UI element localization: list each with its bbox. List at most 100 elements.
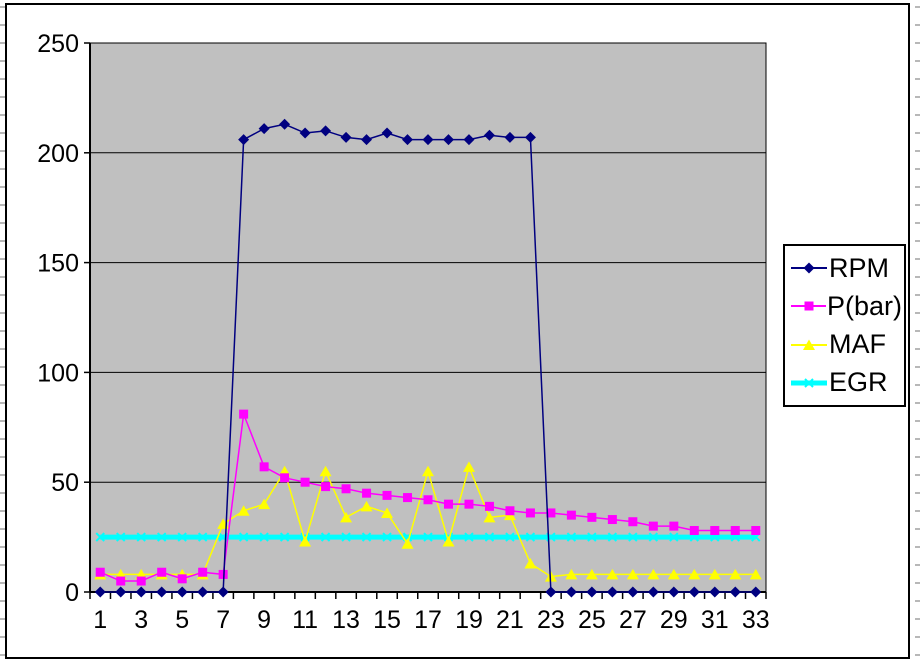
- y-axis-label: 250: [37, 30, 79, 58]
- maf-marker: [422, 465, 434, 477]
- pbar-marker: [751, 526, 761, 536]
- x-axis-label: 19: [455, 606, 483, 634]
- rpm-marker: [135, 586, 147, 598]
- maf-marker: [606, 568, 619, 580]
- x-axis-label: 27: [619, 606, 647, 634]
- rpm-marker: [729, 586, 741, 598]
- x-axis-label: 9: [257, 606, 271, 634]
- maf-marker: [749, 568, 762, 580]
- egr-marker: [484, 532, 495, 542]
- pbar-marker: [239, 409, 249, 419]
- rpm-marker: [647, 586, 659, 598]
- egr-marker: [177, 532, 187, 542]
- rpm-marker: [197, 586, 209, 598]
- legend-item-rpm[interactable]: RPM: [790, 252, 902, 283]
- pbar-marker: [362, 488, 372, 498]
- x-axis-label: 29: [660, 606, 688, 634]
- egr-marker: [525, 532, 536, 542]
- pbar-marker: [669, 521, 679, 531]
- pbar-marker: [730, 526, 740, 536]
- legend-item-pbar[interactable]: P(bar): [790, 290, 902, 321]
- rpm-marker: [504, 131, 516, 143]
- legend-label-egr: EGR: [829, 367, 888, 398]
- maf-marker: [667, 568, 680, 580]
- pbar-marker: [259, 462, 269, 472]
- rpm-legend-icon: [791, 262, 827, 274]
- legend-marker: [803, 262, 815, 274]
- rpm-marker: [565, 586, 577, 598]
- rpm-marker: [545, 586, 557, 598]
- rpm-marker: [668, 586, 680, 598]
- rpm-marker: [94, 586, 106, 598]
- pbar-marker: [423, 495, 433, 505]
- chart-legend[interactable]: RPM P(bar) MAF EGR: [783, 244, 906, 407]
- pbar-legend-icon: [791, 301, 826, 311]
- egr-marker: [607, 532, 618, 542]
- rpm-marker: [442, 134, 454, 146]
- x-axis-label: 15: [373, 606, 401, 634]
- egr-marker: [238, 532, 249, 542]
- x-axis-label: 17: [414, 606, 442, 634]
- rpm-marker: [463, 134, 475, 146]
- pbar-marker: [198, 567, 208, 577]
- maf-legend-icon: [791, 339, 827, 350]
- pbar-marker: [95, 567, 105, 577]
- y-axis-label: 0: [65, 579, 79, 607]
- legend-item-egr[interactable]: EGR: [790, 369, 902, 396]
- pbar-marker: [607, 515, 617, 525]
- pbar-marker: [464, 499, 474, 509]
- x-axis-label: 7: [216, 606, 230, 634]
- maf-marker: [340, 511, 353, 523]
- rpm-marker: [279, 118, 291, 130]
- rpm-marker: [258, 123, 270, 135]
- pbar-marker: [382, 490, 392, 500]
- pbar-marker: [321, 482, 331, 492]
- pbar-marker: [136, 576, 146, 586]
- pbar-marker: [546, 508, 556, 518]
- egr-marker: [95, 532, 105, 542]
- pbar-marker: [177, 574, 187, 584]
- pbar-marker: [484, 501, 494, 511]
- egr-marker: [116, 532, 126, 542]
- legend-label-rpm: RPM: [829, 252, 889, 283]
- maf-marker: [401, 538, 414, 549]
- rpm-marker: [750, 586, 762, 598]
- pbar-marker: [525, 508, 535, 518]
- egr-marker: [566, 532, 577, 542]
- x-axis-label: 11: [292, 606, 318, 634]
- pbar-marker: [300, 477, 310, 487]
- egr-marker: [341, 532, 351, 542]
- egr-marker: [197, 532, 208, 542]
- egr-marker: [259, 532, 269, 542]
- pbar-marker: [587, 512, 597, 522]
- maf-marker: [442, 535, 455, 547]
- x-axis-label: 25: [578, 606, 606, 634]
- rpm-marker: [627, 586, 639, 598]
- maf-marker: [708, 568, 721, 580]
- rpm-marker: [709, 586, 721, 598]
- maf-marker: [729, 568, 742, 580]
- maf-marker: [565, 568, 578, 580]
- rpm-marker: [361, 134, 373, 146]
- legend-item-maf[interactable]: MAF: [790, 331, 902, 358]
- legend-label-pbar: P(bar): [826, 290, 902, 321]
- maf-marker: [360, 500, 373, 512]
- x-axis-label: 23: [537, 606, 565, 634]
- pbar-marker: [628, 517, 638, 527]
- plot-area: [89, 42, 767, 593]
- egr-marker: [587, 532, 597, 542]
- egr-marker: [505, 532, 515, 542]
- x-axis-label: 3: [134, 606, 148, 634]
- pbar-marker: [157, 567, 167, 577]
- maf-marker: [647, 568, 660, 580]
- maf-marker: [585, 568, 598, 580]
- legend-marker: [804, 301, 814, 311]
- chart-frame[interactable]: 0 50 100 150 200 250 1 3 5 7 9 11 13 15 17 19 21 23 25 27 29…: [5, 3, 910, 659]
- egr-marker: [320, 532, 331, 542]
- x-axis-label: 5: [175, 606, 189, 634]
- pbar-marker: [689, 526, 699, 536]
- rpm-marker: [176, 586, 188, 598]
- rpm-marker: [217, 586, 229, 598]
- rpm-marker: [483, 129, 495, 141]
